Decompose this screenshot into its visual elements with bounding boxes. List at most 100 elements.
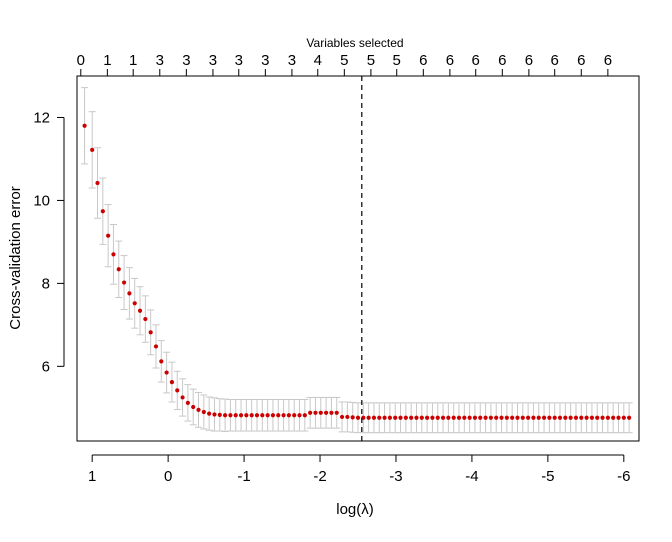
data-point [382,415,387,420]
data-point [270,413,276,418]
data-point [164,370,169,375]
x-axis-title: log(λ) [336,501,374,518]
x-tick-label: 1 [88,468,96,485]
data-point [196,407,201,412]
top-tick-label: 3 [182,52,190,69]
data-point [393,415,398,420]
data-point [494,415,499,420]
y-tick-label: 10 [33,192,50,209]
top-tick-label: 3 [209,52,217,69]
data-point [584,415,589,420]
data-point [254,413,260,418]
x-tick-label: -4 [465,468,478,485]
y-axis: 6 8 10 12 [33,109,65,375]
data-point [292,413,297,418]
data-point [111,252,116,257]
data-point [260,413,265,418]
top-axis-title: Variables selected [306,36,403,50]
top-tick-label: 6 [446,52,454,69]
data-point [414,415,419,420]
data-point [191,404,196,410]
data-point [552,415,557,420]
data-point [148,330,153,335]
data-point [233,413,238,418]
x-tick-label: -2 [313,468,326,485]
data-point [244,413,249,418]
data-point [440,415,446,420]
x-tick-label: -5 [541,468,554,485]
data-point [201,409,206,415]
data-point [520,415,525,420]
y-tick-label: 8 [42,275,50,292]
data-point [159,359,164,364]
top-tick-label: 0 [77,52,85,69]
top-tick-label: 6 [419,52,427,69]
data-point [536,415,541,420]
data-point [568,415,573,420]
data-point [180,395,185,400]
data-point [483,415,488,420]
top-tick-label: 6 [551,52,559,69]
top-tick-label: 6 [525,52,533,69]
x-tick-label: 0 [164,468,172,485]
data-point [175,388,180,393]
y-axis-title: Cross-validation error [7,186,24,329]
data-point [541,415,547,420]
data-point [297,413,302,418]
data-point [621,415,626,420]
data-point [169,380,175,385]
data-point [472,415,478,420]
data-point [185,400,190,405]
data-point [238,413,244,418]
data-point [121,280,127,285]
top-tick-label: 1 [103,52,111,69]
data-point [430,415,435,420]
top-tick-label: 6 [577,52,585,69]
data-point [249,413,254,418]
x-axis: 1 0 -1 -2 -3 -4 -5 -6 [88,454,630,485]
top-tick-label: 3 [288,52,296,69]
data-point [605,415,610,420]
x-tick-label: -1 [237,468,250,485]
data-point [137,308,143,313]
data-point [488,415,494,420]
top-tick-label: 6 [498,52,506,69]
data-point [446,415,451,420]
data-point [425,415,430,420]
data-point [616,415,621,420]
data-point [589,415,595,420]
data-point [371,415,377,420]
data-point [90,147,95,152]
data-point [313,410,318,415]
data-point [435,415,440,420]
top-tick-label: 6 [604,52,612,69]
data-point [573,415,579,420]
x-tick-label: -3 [389,468,402,485]
top-tick-label: 6 [472,52,480,69]
data-point [531,415,536,420]
data-point [462,415,467,420]
data-point [563,415,568,420]
data-point [132,301,137,306]
top-tick-label: 5 [340,52,348,69]
data-point [478,415,483,420]
data-point [324,410,329,415]
top-tick-label: 3 [156,52,164,69]
data-point [419,415,424,420]
data-point [366,415,371,420]
x-tick-label: -6 [617,468,630,485]
data-point [308,410,313,415]
data-point [377,415,382,420]
data-point [627,415,632,420]
data-point [302,413,307,418]
data-point [526,415,531,420]
top-tick-label: 4 [314,52,322,69]
data-point [153,344,159,349]
data-point [345,414,350,420]
data-point [286,413,291,418]
top-tick-label: 3 [261,52,269,69]
data-point [106,233,111,238]
data-point [228,413,233,418]
data-point [611,415,616,420]
